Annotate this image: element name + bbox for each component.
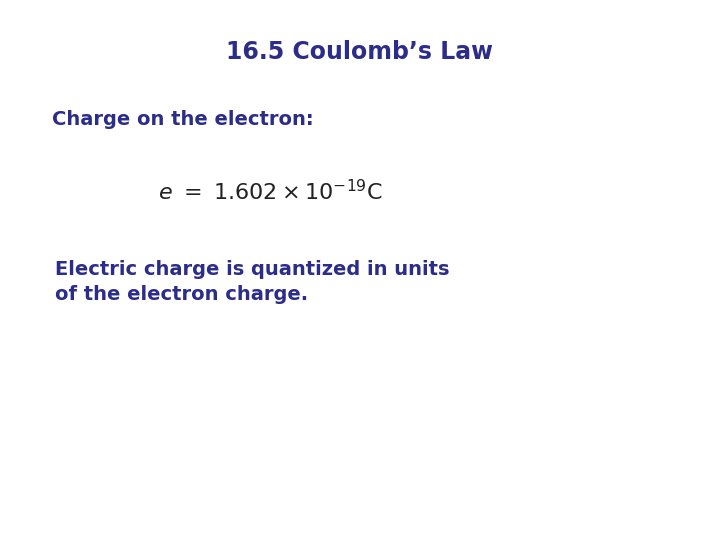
Text: of the electron charge.: of the electron charge. — [55, 285, 308, 304]
Text: Electric charge is quantized in units: Electric charge is quantized in units — [55, 260, 449, 279]
Text: $e \ = \ 1.602 \times 10^{-19} \mathrm{C}$: $e \ = \ 1.602 \times 10^{-19} \mathrm{C… — [158, 180, 382, 205]
Text: 16.5 Coulomb’s Law: 16.5 Coulomb’s Law — [227, 40, 493, 64]
Text: Charge on the electron:: Charge on the electron: — [52, 110, 314, 129]
